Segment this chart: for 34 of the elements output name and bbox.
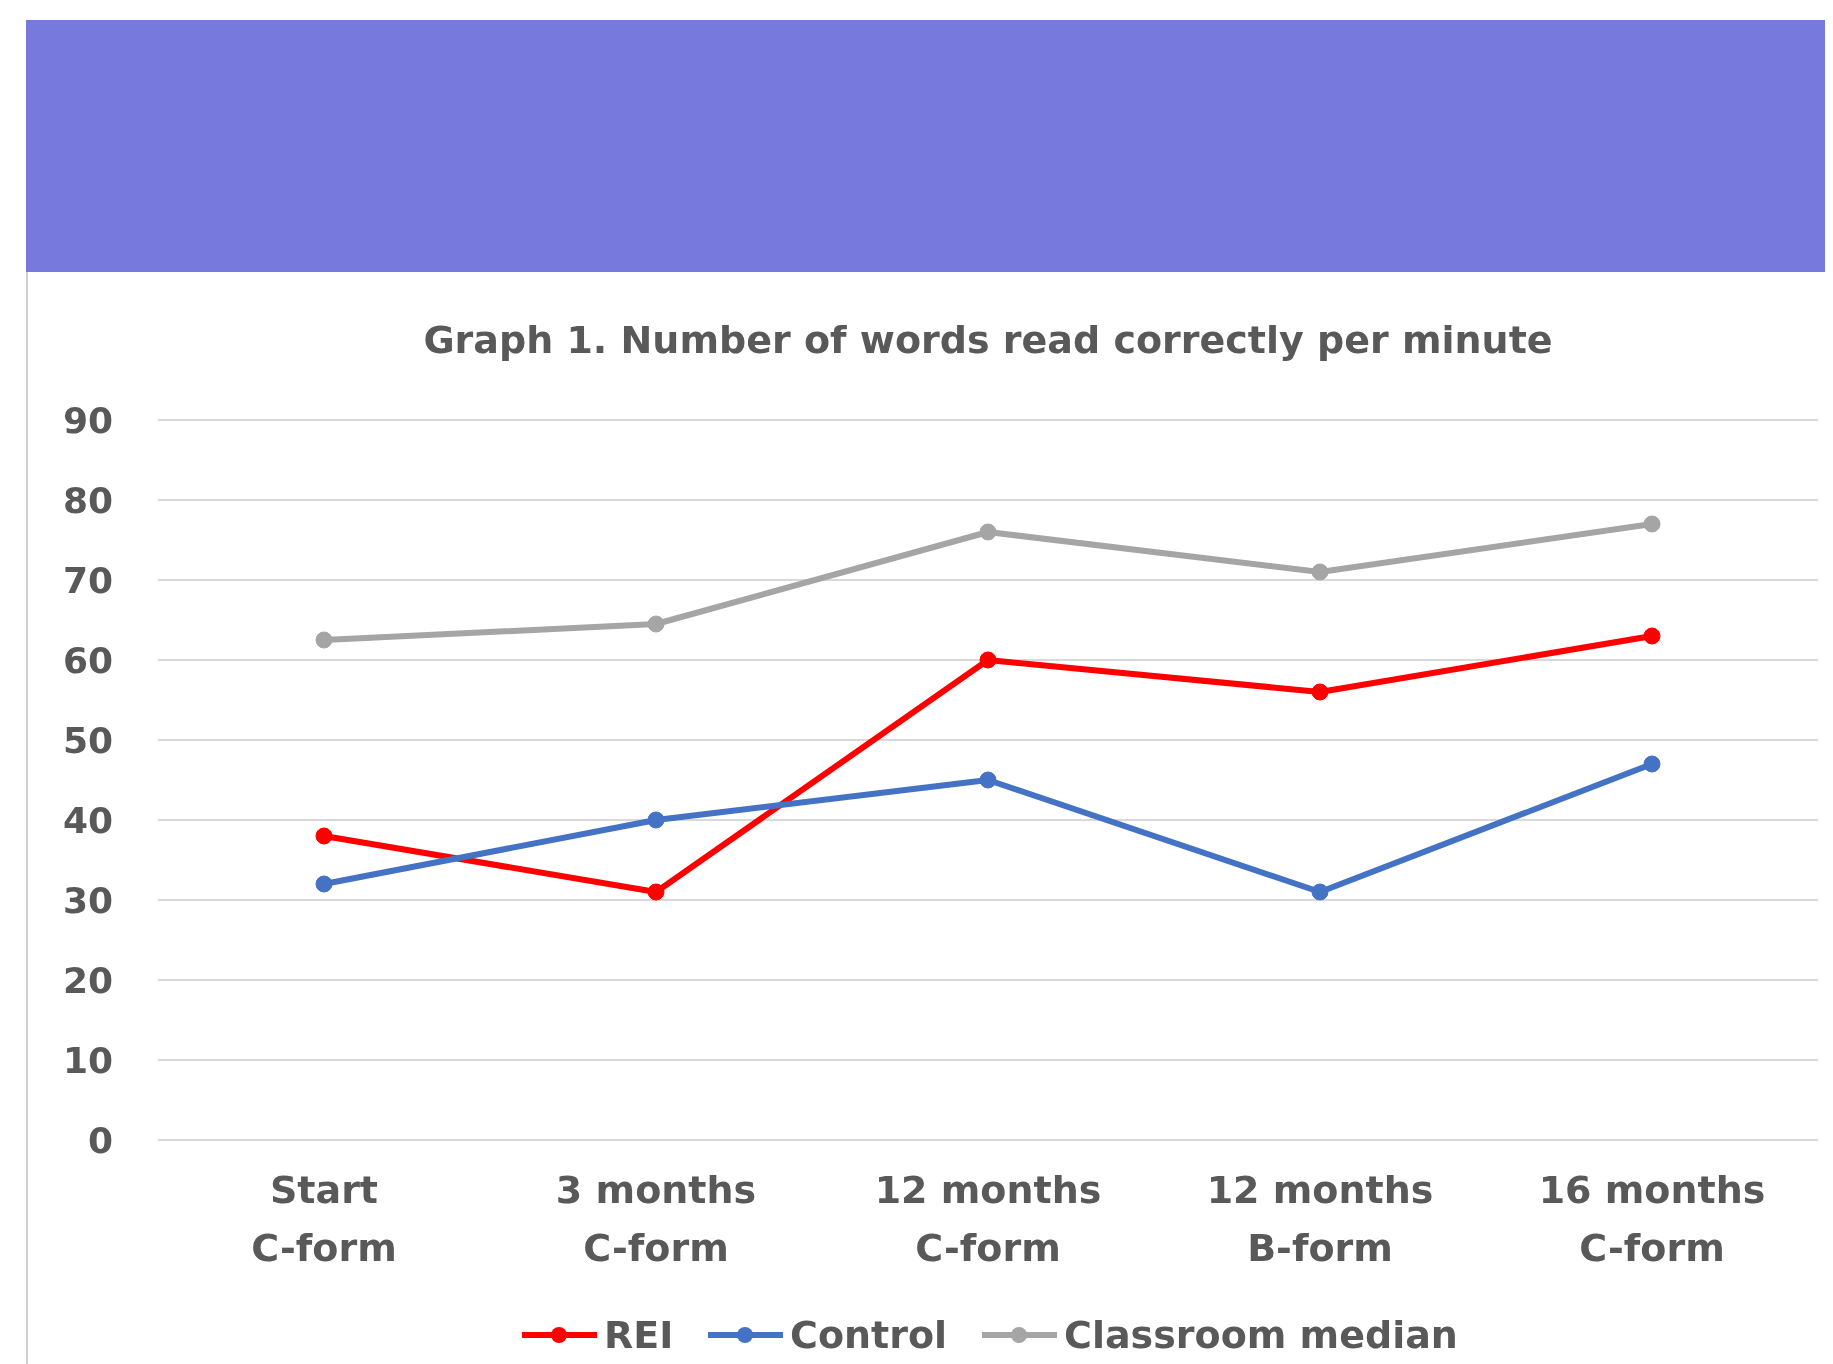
point (1311, 683, 1329, 701)
point (979, 651, 997, 669)
chart-title: Graph 1. Number of words read correctly per minute (423, 318, 1553, 362)
legend-label: Control (790, 1313, 948, 1357)
point (1311, 563, 1329, 581)
y-tick-label: 70 (62, 559, 113, 601)
point (647, 883, 665, 901)
y-tick-label: 30 (62, 879, 113, 921)
point (979, 523, 997, 541)
point (315, 875, 333, 893)
point (315, 631, 333, 649)
point (647, 615, 665, 633)
x-tick-label: 16 months C-form (1538, 1168, 1766, 1270)
point (1311, 883, 1329, 901)
y-tick-label: 10 (62, 1039, 113, 1081)
y-tick-label: 50 (62, 719, 113, 761)
point (979, 771, 997, 789)
y-tick-label: 60 (62, 639, 113, 681)
point (1643, 755, 1661, 773)
x-tick-label: Start C-form (251, 1168, 397, 1270)
y-tick-label: 0 (87, 1119, 113, 1161)
x-tick-label: 12 months B-form (1206, 1168, 1434, 1270)
y-tick-label: 90 (62, 399, 113, 441)
point (1643, 515, 1661, 533)
legend-label: REI (604, 1313, 674, 1357)
point (315, 827, 333, 845)
y-tick-label: 40 (62, 799, 113, 841)
y-tick-label: 20 (62, 959, 113, 1001)
point (1643, 627, 1661, 645)
x-tick-label: 3 months C-form (555, 1168, 757, 1270)
x-tick-label: 12 months C-form (874, 1168, 1102, 1270)
point (647, 811, 665, 829)
legend-label: Classroom median (1064, 1313, 1458, 1357)
y-tick-label: 80 (62, 479, 113, 521)
